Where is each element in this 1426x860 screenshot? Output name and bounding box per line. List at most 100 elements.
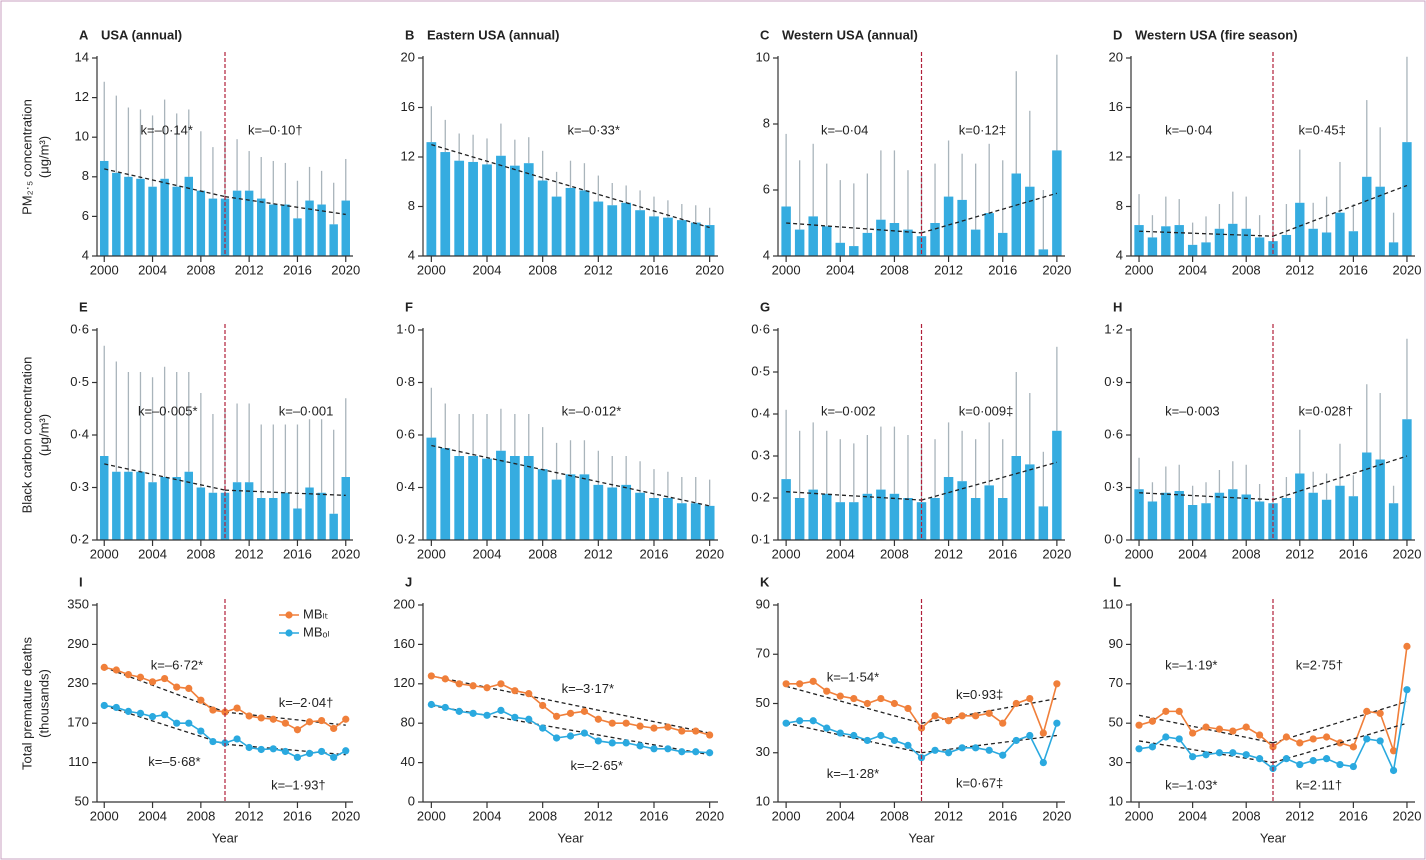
y-tick-label: 1·2	[1104, 321, 1123, 336]
point	[1256, 755, 1264, 763]
x-tick-label: 2000	[417, 808, 446, 823]
point	[185, 684, 193, 692]
bar	[1295, 202, 1305, 256]
bar	[551, 196, 562, 256]
bar	[970, 498, 981, 540]
annotation: k=–1·93†	[271, 778, 326, 793]
bar	[1187, 505, 1198, 540]
point	[1336, 760, 1344, 769]
point	[594, 737, 602, 745]
x-tick-label: 2004	[1178, 546, 1207, 561]
bar	[1174, 491, 1184, 540]
x-tick-label: 2000	[417, 262, 446, 277]
y-tick-label: 6	[763, 181, 770, 196]
bar	[635, 210, 645, 256]
trend-line	[431, 675, 710, 734]
y-tick-label: 0·5	[70, 374, 89, 389]
annotation: k=–5·68*	[148, 754, 200, 769]
point	[664, 745, 672, 753]
x-tick-label: 2000	[1125, 808, 1154, 823]
bar	[244, 190, 254, 256]
y-tick-label: 70	[756, 646, 770, 661]
y-tick-label: 200	[393, 596, 415, 611]
bar	[1011, 173, 1022, 256]
bar	[1308, 492, 1318, 540]
point	[622, 719, 630, 727]
point	[148, 713, 157, 721]
bar	[579, 190, 590, 256]
point	[931, 746, 939, 754]
y-tick-label: 0	[408, 793, 415, 808]
point	[999, 751, 1007, 759]
bar	[281, 204, 290, 256]
x-tick-label: 2020	[1393, 546, 1422, 561]
bar	[957, 199, 967, 256]
x-tick-label: 2008	[186, 546, 215, 561]
panel-title: USA (annual)	[101, 27, 182, 42]
bar	[1241, 228, 1251, 256]
point	[441, 703, 449, 712]
panel-letter: A	[79, 27, 89, 42]
y-tick-label: 350	[67, 596, 89, 611]
point	[836, 729, 844, 737]
point	[1039, 729, 1047, 737]
point	[782, 680, 790, 688]
point	[1229, 727, 1237, 735]
y-tick-label: 20	[1109, 49, 1123, 64]
bar	[1025, 186, 1035, 256]
bar	[496, 450, 506, 540]
y-axis-label: PM₂·₅ concentration	[19, 99, 34, 215]
point	[293, 726, 302, 734]
point	[100, 663, 108, 671]
point	[1363, 707, 1371, 715]
bar	[1038, 506, 1049, 540]
point	[1242, 751, 1250, 759]
bar	[1214, 492, 1225, 540]
y-tick-label: 10	[756, 49, 770, 64]
annotation: k=–0·04	[821, 123, 868, 138]
x-axis-label: Year	[557, 830, 584, 845]
annotation: k=0·67‡	[956, 776, 1003, 791]
bar	[649, 216, 659, 256]
point	[1135, 721, 1143, 729]
bar	[1174, 225, 1184, 256]
point	[931, 712, 939, 720]
point	[1256, 731, 1264, 739]
x-tick-label: 2012	[584, 546, 613, 561]
bar	[916, 502, 927, 540]
point	[136, 673, 145, 681]
y-tick-label: 0·9	[1104, 374, 1123, 389]
point	[863, 699, 871, 708]
annotation: k=–1·19*	[1165, 658, 1217, 673]
x-tick-label: 2000	[772, 546, 801, 561]
x-tick-label: 2004	[473, 808, 502, 823]
annotation: k=–0·04	[1165, 123, 1212, 138]
bar	[862, 493, 873, 540]
point	[692, 748, 700, 756]
y-tick-label: 0·6	[396, 426, 415, 441]
point	[1135, 745, 1143, 753]
point	[678, 748, 686, 756]
x-tick-label: 2016	[1339, 262, 1368, 277]
point	[664, 723, 672, 731]
bar	[509, 456, 520, 540]
point	[342, 715, 350, 723]
point	[823, 724, 831, 732]
point	[1148, 717, 1157, 725]
bar	[943, 196, 954, 256]
point	[796, 717, 804, 725]
x-tick-label: 2008	[186, 808, 215, 823]
bar	[781, 479, 791, 540]
bar	[329, 224, 338, 256]
bar	[808, 489, 818, 540]
panel-letter: G	[760, 299, 770, 314]
y-tick-label: 50	[1109, 715, 1123, 730]
point	[1202, 751, 1210, 759]
panel-letter: C	[760, 27, 770, 42]
point	[985, 746, 993, 754]
annotation: k=–0·33*	[568, 123, 620, 138]
point	[1162, 733, 1170, 741]
point	[269, 715, 277, 723]
panel-letter: H	[1113, 299, 1122, 314]
bar	[208, 198, 218, 256]
